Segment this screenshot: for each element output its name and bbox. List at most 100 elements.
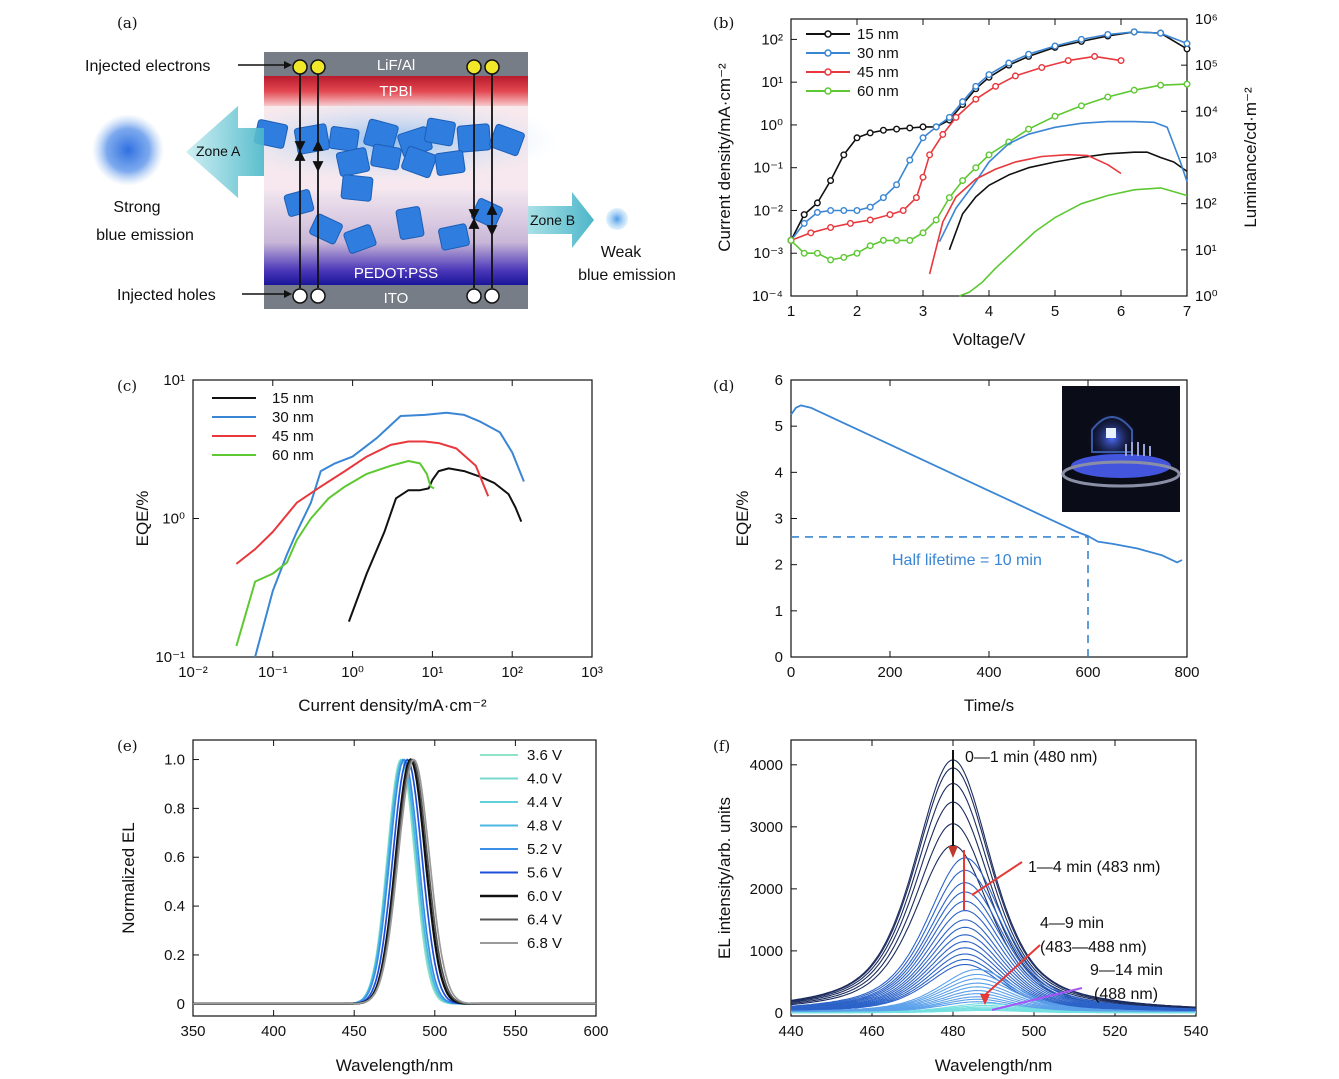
layer-lif-al — [264, 52, 528, 76]
x-tick-label-f: 440 — [778, 1023, 803, 1040]
annotation-483-488-nm: (483—488 nm) — [1040, 939, 1147, 956]
y-tick-label-f: 1000 — [750, 943, 783, 960]
panel-label-d: (d) — [713, 377, 734, 395]
marker-b-1 — [945, 113, 953, 121]
plot-f: 440 460 480 500 520 540 0 1000 2000 3000 4000 Wavel… — [715, 739, 1209, 1075]
y-axis-label-e: Normalized EL — [119, 822, 138, 934]
legend-e-label-6: 6.0 V — [527, 888, 562, 905]
marker-b-1 — [827, 206, 835, 214]
marker-b-3 — [853, 249, 861, 257]
panel-e-normalized-el-chart: (e) 350 400 450 500 550 600 0 0.2 0.4 0.6 0.8 1.0 Wa… — [117, 737, 609, 1075]
series-e-8 — [193, 758, 596, 1005]
x-tick-label-f: 500 — [1021, 1023, 1046, 1040]
marker-b-2 — [952, 113, 960, 121]
legend-c-label-1: 15 nm — [272, 390, 314, 407]
marker-b-2 — [1064, 57, 1072, 65]
legend-c: 15 nm 30 nm 45 nm 60 nm — [212, 390, 314, 464]
marker-b-0 — [919, 123, 927, 131]
x-tick-label-c: 10⁰ — [341, 664, 364, 681]
legend-c-label-3: 45 nm — [272, 428, 314, 445]
marker-b-3 — [813, 249, 821, 257]
y2-tick-label-b: 10³ — [1195, 150, 1217, 167]
legend-e-label-8: 6.8 V — [527, 935, 562, 952]
marker-b-0 — [827, 177, 835, 185]
legend-e-label-5: 5.6 V — [527, 865, 562, 882]
marker-b-0 — [893, 125, 901, 133]
legend-b: 15 nm 30 nm 45 nm 60 nm — [806, 26, 899, 100]
marker-b-1 — [879, 194, 887, 202]
marker-b-2 — [886, 211, 894, 219]
series-c-2 — [235, 440, 490, 565]
legend-c-item-2: 30 nm — [212, 409, 314, 426]
panel-label-e: (e) — [117, 737, 138, 755]
marker-b-3 — [866, 242, 874, 250]
x-tick-label-d: 400 — [976, 664, 1001, 681]
y-tick-label-e: 0.2 — [164, 947, 185, 964]
x-tick-label-e: 350 — [180, 1023, 205, 1040]
legend-e-label-1: 4.0 V — [527, 771, 562, 788]
nanocrystals — [253, 117, 525, 254]
y-tick-label-c: 10⁰ — [162, 511, 185, 528]
legend-b-item-4: 60 nm — [806, 83, 899, 100]
legend-e-label-3: 4.8 V — [527, 818, 562, 835]
x-tick-label-b: 4 — [985, 303, 993, 320]
legend-c-item-1: 15 nm — [212, 390, 314, 407]
y-tick-label-d: 3 — [775, 511, 783, 528]
y-tick-label-f: 3000 — [750, 819, 783, 836]
x-tick-label-b: 3 — [919, 303, 927, 320]
layer-label-lif-al: LiF/Al — [377, 57, 415, 74]
x-axis-label-c: Current density/mA·cm⁻² — [298, 696, 487, 715]
panel-c-eqe-chart: (c) 10⁻² 10⁻¹ 10⁰ 10¹ 10² 10³10⁻¹10⁰10¹Curren… — [117, 372, 603, 715]
panel-label-c: (c) — [117, 377, 137, 395]
panel-b-jvl-chart: (b) 1 2 3 4 5 6 710⁻⁴10⁻³10⁻²10⁻¹10⁰10¹10²10⁰1… — [713, 11, 1260, 349]
y-tick-label-b: 10⁻² — [753, 202, 783, 219]
electron-label-arrowhead — [284, 61, 292, 69]
strong-emission-label-line2: blue emission — [96, 227, 194, 244]
marker-b-1 — [840, 206, 848, 214]
y-tick-label-d: 1 — [775, 603, 783, 620]
annotation-1-4-min: 1—4 min (483 nm) — [1028, 859, 1161, 876]
zone-b-label: Zone B — [530, 212, 575, 228]
marker-b-1 — [985, 71, 993, 79]
marker-b-1 — [932, 123, 940, 131]
electron-markers — [292, 59, 500, 75]
marker-b-0 — [800, 211, 808, 219]
y-tick-label-d: 5 — [775, 418, 783, 435]
plot-e: 350 400 450 500 550 600 0 0.2 0.4 0.6 0.8 1.0 Wavele… — [119, 739, 609, 1075]
series-b-6 — [928, 153, 1122, 275]
y-tick-label-b: 10⁰ — [760, 117, 783, 134]
x-tick-label-d: 200 — [877, 664, 902, 681]
marker-b-3 — [1025, 125, 1033, 133]
marker-b-2 — [919, 173, 927, 181]
panel-label-a: (a) — [117, 14, 138, 32]
y-tick-label-b: 10² — [761, 31, 783, 48]
series-c-1 — [254, 411, 525, 658]
marker-b-1 — [1104, 31, 1112, 39]
marker-b-2 — [899, 206, 907, 214]
y-tick-label-c: 10¹ — [163, 372, 185, 389]
marker-b-0 — [813, 199, 821, 207]
y-tick-label-c: 10⁻¹ — [155, 649, 185, 666]
x-tick-label-e: 500 — [422, 1023, 447, 1040]
x-tick-label-b: 5 — [1051, 303, 1059, 320]
injected-electrons-label: Injected electrons — [85, 58, 210, 75]
series-c-0 — [347, 467, 523, 622]
legend-b-label-4: 60 nm — [857, 83, 899, 100]
x-axis-label-e: Wavelength/nm — [336, 1056, 453, 1075]
strong-emission-glow — [92, 114, 164, 186]
marker-b-2 — [1038, 64, 1046, 72]
half-lifetime-annotation: Half lifetime = 10 min — [892, 552, 1042, 569]
y-tick-label-f: 0 — [775, 1005, 783, 1022]
x-tick-label-d: 600 — [1075, 664, 1100, 681]
hole-label-arrowhead — [284, 290, 292, 298]
series-c-3 — [235, 460, 435, 647]
legend-e-label-7: 6.4 V — [527, 912, 562, 929]
zone-b-arrow — [528, 192, 594, 248]
marker-b-1 — [1183, 40, 1191, 48]
y-tick-label-b: 10⁻¹ — [753, 160, 783, 177]
marker-b-3 — [959, 177, 967, 185]
zone-a-label: Zone A — [196, 143, 241, 159]
marker-b-3 — [1157, 81, 1165, 89]
y2-tick-label-b: 10⁶ — [1195, 11, 1218, 28]
marker-b-2 — [866, 216, 874, 224]
